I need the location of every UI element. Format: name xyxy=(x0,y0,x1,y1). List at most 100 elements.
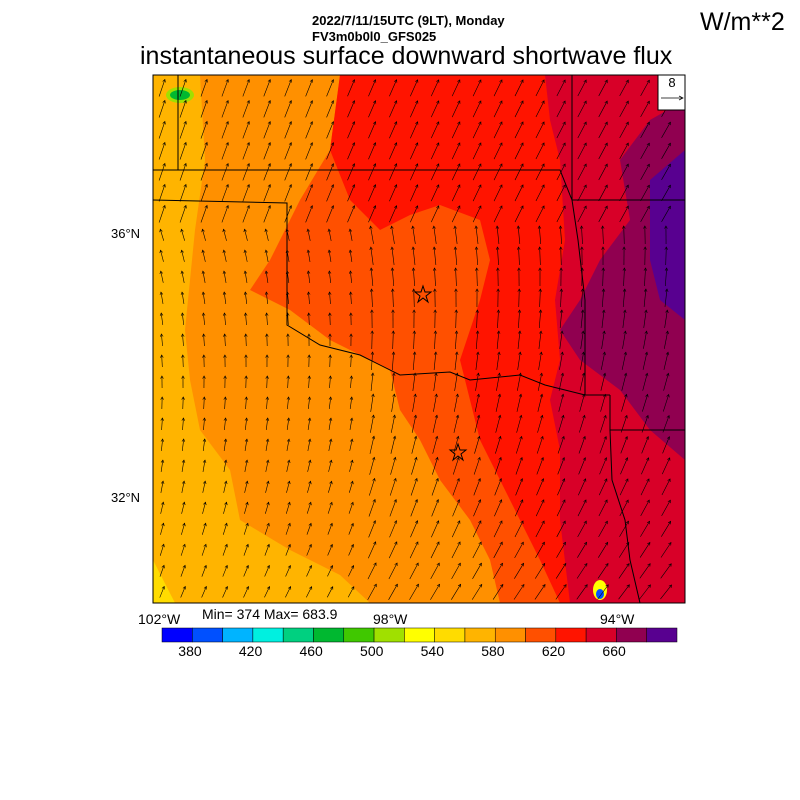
wind-arrow-head xyxy=(351,184,356,188)
wind-arrow-head xyxy=(583,499,587,503)
wind-arrow xyxy=(368,142,376,160)
wind-arrow xyxy=(221,79,229,97)
wind-arrow xyxy=(475,331,479,349)
wind-arrow-head xyxy=(244,417,249,421)
wind-arrow xyxy=(348,481,354,493)
wind-arrow-head xyxy=(475,288,479,292)
wind-arrow-head xyxy=(412,288,416,292)
wind-arrow-head xyxy=(287,522,291,527)
wind-arrow xyxy=(578,436,586,454)
wind-arrow xyxy=(537,415,543,433)
wind-arrow xyxy=(388,541,398,559)
wind-arrow-head xyxy=(351,142,356,146)
wind-arrow xyxy=(305,100,313,118)
wind-arrow-head xyxy=(456,456,460,461)
wind-arrow xyxy=(475,352,479,370)
wind-arrow xyxy=(660,563,672,579)
wind-arrow xyxy=(493,163,503,181)
wind-arrow-head xyxy=(329,459,333,464)
wind-arrow-head xyxy=(539,330,543,334)
wind-arrow xyxy=(476,267,478,287)
wind-arrow-head xyxy=(394,79,398,83)
wind-arrow-head xyxy=(583,142,587,147)
wind-arrow-head xyxy=(541,184,545,188)
wind-arrow-head xyxy=(183,78,187,83)
wind-arrow xyxy=(602,289,604,307)
lon-label-102w: 102°W xyxy=(138,611,181,627)
wind-arrow xyxy=(493,184,503,202)
wind-arrow-head xyxy=(181,417,185,421)
wind-arrow-head xyxy=(583,541,587,546)
wind-arrow xyxy=(451,205,461,223)
wind-arrow-head xyxy=(267,79,271,83)
wind-arrow-head xyxy=(350,501,354,506)
wind-arrow xyxy=(430,205,440,223)
wind-arrow-head xyxy=(160,375,164,379)
wind-arrow-head xyxy=(581,351,585,356)
wind-arrow-head xyxy=(350,438,354,443)
wind-arrow-head xyxy=(265,354,269,358)
wind-arrow-head xyxy=(517,309,522,313)
wind-arrow xyxy=(389,184,397,202)
wind-arrow xyxy=(515,499,523,517)
wind-arrow-head xyxy=(561,435,565,440)
wind-arrow-head xyxy=(223,417,228,421)
wind-arrow-head xyxy=(286,438,291,443)
wind-arrow-head xyxy=(604,478,608,482)
wind-arrow-head xyxy=(499,121,503,125)
wind-arrow-head xyxy=(413,414,418,419)
wind-arrow-head xyxy=(328,312,332,316)
wind-arrow-head xyxy=(539,393,544,398)
wind-arrow-head xyxy=(540,456,544,461)
wind-arrow-head xyxy=(414,456,418,461)
wind-arrow xyxy=(557,436,565,454)
wind-arrow-head xyxy=(288,142,292,146)
wind-arrow-head xyxy=(476,414,481,419)
colorbar-swatch xyxy=(525,627,557,643)
wind-arrow xyxy=(455,267,457,287)
wind-arrow-head xyxy=(393,456,397,461)
wind-arrow-head xyxy=(327,270,332,274)
wind-arrow-head xyxy=(581,330,585,335)
wind-arrow xyxy=(243,586,249,598)
wind-arrow xyxy=(472,142,482,160)
wind-arrow xyxy=(182,333,184,347)
wind-arrow xyxy=(179,79,187,97)
wind-arrow xyxy=(287,312,289,326)
wind-arrow xyxy=(179,100,187,118)
wind-arrow xyxy=(326,142,334,160)
wind-arrow xyxy=(306,523,312,535)
wind-arrow xyxy=(433,394,437,412)
wind-arrow xyxy=(496,373,500,391)
wind-arrow xyxy=(640,79,650,97)
wind-arrow-head xyxy=(558,225,563,229)
wind-arrow-head xyxy=(499,100,503,104)
wind-arrow xyxy=(244,460,248,472)
wind-arrow xyxy=(242,142,250,160)
wind-arrow xyxy=(287,292,289,304)
wind-arrow xyxy=(202,292,206,304)
wind-arrow xyxy=(557,457,565,475)
wind-arrow xyxy=(326,121,334,139)
wind-arrow-head xyxy=(223,459,228,464)
wind-arrow-head xyxy=(286,396,291,400)
wind-arrow-head xyxy=(183,141,187,146)
wind-arrow-head xyxy=(349,333,353,337)
wind-arrow xyxy=(556,520,566,538)
wind-arrow xyxy=(471,584,483,600)
wind-arrow xyxy=(515,478,523,496)
wind-arrow xyxy=(392,352,394,370)
wind-arrow xyxy=(413,330,415,350)
wind-arrow xyxy=(560,288,562,308)
wind-arrow xyxy=(367,583,377,601)
wind-arrow-head xyxy=(520,520,524,524)
wind-arrow-head xyxy=(286,333,290,337)
wind-arrow-head xyxy=(329,480,333,485)
wind-arrow xyxy=(665,268,667,286)
wind-arrow xyxy=(558,373,564,391)
wind-arrow xyxy=(179,205,187,223)
wind-arrow-head xyxy=(496,330,501,334)
wind-arrow-head xyxy=(456,477,460,482)
wind-arrow xyxy=(576,563,588,579)
wind-arrow xyxy=(350,375,352,389)
